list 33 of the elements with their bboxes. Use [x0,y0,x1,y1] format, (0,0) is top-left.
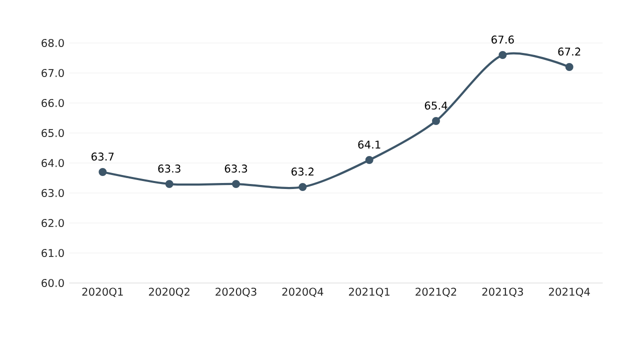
x-tick-label: 2021Q4 [548,288,590,298]
data-label: 63.2 [292,168,314,176]
y-tick-label: 63.0 [42,188,64,198]
point [98,168,107,176]
y-tick-label: 66.0 [42,98,64,108]
x-tick-label: 2021Q2 [416,288,456,298]
x-tick-label: 2021Q1 [348,288,390,298]
data-label: 63.7 [92,152,114,161]
point [432,117,440,126]
point [565,63,574,72]
x-tick-label: 2020Q2 [148,288,190,298]
data-label: 65.4 [424,102,448,110]
y-tick-label: 60.0 [42,278,64,288]
y-tick-label: 65.0 [42,128,64,138]
y-tick-label: 64.0 [42,158,64,168]
point [365,156,374,164]
data-label: 63.3 [224,164,248,173]
data-label: 63.3 [158,164,180,173]
y-tick-label: 62.0 [42,218,64,228]
y-tick-label: 68.0 [42,38,64,48]
point [165,180,174,188]
data-label: 64.1 [358,140,380,149]
point [232,180,240,188]
x-tick-label: 2021Q3 [482,288,523,298]
x-tick-label: 2020Q3 [216,288,256,298]
data-label: 67.6 [492,36,514,44]
data-label: 67.2 [558,48,580,56]
x-tick-label: 2020Q1 [82,288,123,298]
y-tick-label: 61.0 [42,248,64,258]
point [298,183,307,192]
x-tick-label: 2020Q4 [282,288,324,298]
point [498,51,507,60]
y-tick-label: 67.0 [42,68,64,78]
